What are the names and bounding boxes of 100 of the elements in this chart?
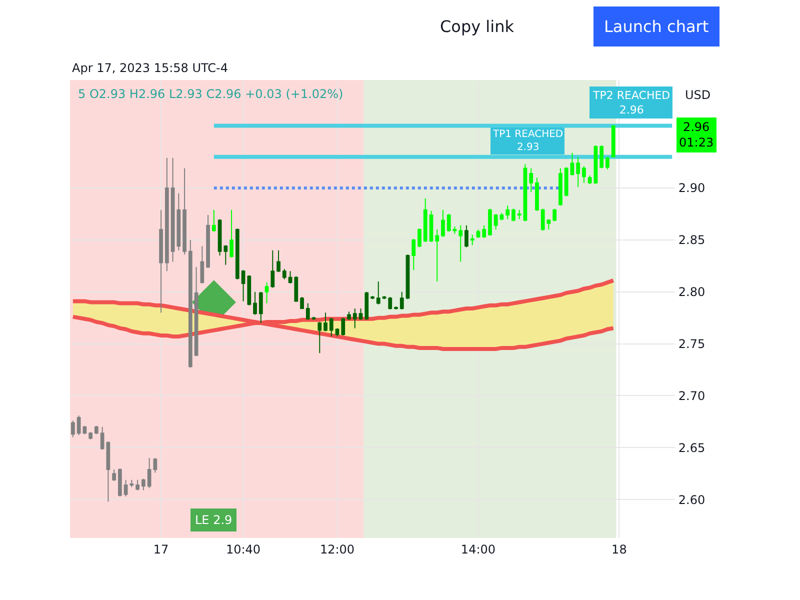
candlestick bbox=[206, 214, 210, 268]
candlestick bbox=[441, 209, 445, 238]
candlestick bbox=[176, 192, 181, 251]
text: USD bbox=[685, 88, 711, 102]
candlestick bbox=[100, 426, 104, 450]
y-tick-label: 2.85 bbox=[678, 233, 706, 248]
candlestick bbox=[300, 296, 304, 309]
candlestick bbox=[458, 224, 463, 262]
candlestick bbox=[594, 144, 598, 184]
annotation: TP1 REACHED 2.93 bbox=[492, 129, 564, 153]
annotation: LE 2.9 bbox=[195, 513, 232, 527]
candlestick bbox=[306, 302, 310, 320]
candlestick bbox=[124, 479, 128, 497]
candlestick bbox=[540, 208, 545, 232]
candlestick bbox=[270, 250, 275, 288]
annotation: TP2 REACHED 2.96 bbox=[592, 89, 670, 116]
candlestick bbox=[412, 238, 416, 271]
candlestick bbox=[558, 168, 562, 206]
candlestick bbox=[452, 226, 457, 234]
y-tick-label: 2.60 bbox=[678, 492, 706, 507]
candlestick bbox=[235, 228, 240, 280]
y-tick-label: 2.65 bbox=[678, 440, 706, 455]
candlestick bbox=[224, 244, 228, 266]
y-tick-label: 2.75 bbox=[678, 336, 706, 351]
candlestick bbox=[429, 210, 434, 243]
candlestick bbox=[611, 125, 616, 158]
y-tick-label: 2.80 bbox=[678, 285, 706, 300]
candlestick bbox=[600, 144, 604, 169]
candlestick bbox=[218, 218, 222, 256]
candlestick bbox=[112, 468, 116, 482]
candlestick bbox=[494, 213, 498, 230]
candlestick bbox=[347, 311, 351, 320]
candlestick bbox=[94, 425, 98, 435]
candlestick bbox=[182, 168, 186, 255]
x-tick-label: 17 bbox=[153, 542, 169, 556]
candlestick bbox=[564, 166, 568, 197]
candlestick bbox=[552, 208, 557, 222]
candlestick bbox=[364, 291, 369, 320]
candlestick bbox=[212, 209, 216, 232]
candlestick bbox=[358, 308, 363, 320]
candlestick bbox=[341, 317, 346, 336]
candlestick bbox=[506, 205, 510, 220]
candlestick bbox=[200, 246, 204, 284]
candlestick bbox=[588, 175, 592, 184]
candlestick bbox=[476, 229, 480, 238]
candlestick bbox=[435, 229, 440, 282]
x-tick-label: 12:00 bbox=[320, 542, 355, 556]
annotation: 5 O2.93 H2.96 L2.93 C2.96 +0.03 (+1.02%) bbox=[78, 87, 344, 101]
candlestick bbox=[464, 224, 468, 248]
candlestick bbox=[106, 440, 110, 502]
candlestick bbox=[276, 250, 280, 273]
candlestick bbox=[258, 291, 263, 324]
candlestick bbox=[394, 306, 398, 310]
candlestick bbox=[523, 164, 528, 222]
x-tick-label: 10:40 bbox=[226, 542, 261, 556]
text: Apr 17, 2023 15:58 UTC-4 bbox=[72, 61, 228, 75]
candlestick bbox=[318, 321, 322, 354]
candlestick bbox=[230, 209, 234, 258]
candlestick bbox=[136, 479, 140, 491]
candlestick bbox=[470, 234, 474, 246]
candlestick bbox=[582, 166, 586, 184]
candlestick bbox=[76, 414, 81, 436]
candlestick bbox=[576, 156, 580, 188]
candlestick bbox=[141, 478, 146, 491]
candlestick bbox=[570, 152, 574, 176]
candlestick bbox=[188, 239, 192, 368]
text: 2.96 01:23 bbox=[679, 120, 714, 150]
candlestick bbox=[159, 209, 163, 314]
candlestick bbox=[488, 208, 492, 236]
candlestick bbox=[194, 266, 198, 357]
candlestick bbox=[535, 177, 539, 212]
candlestick bbox=[164, 157, 169, 272]
candlestick bbox=[388, 296, 392, 310]
candlestick bbox=[264, 282, 269, 304]
candlestick bbox=[241, 270, 246, 302]
candlestick bbox=[153, 458, 158, 474]
candlestick bbox=[130, 479, 134, 488]
candlestick bbox=[418, 228, 422, 248]
candlestick bbox=[400, 291, 404, 310]
candlestick bbox=[324, 312, 328, 332]
candlestick bbox=[71, 420, 75, 438]
candlestick bbox=[118, 468, 122, 497]
candlestick bbox=[294, 276, 298, 302]
x-tick-label: 14:00 bbox=[460, 542, 496, 556]
text: Copy link bbox=[440, 17, 515, 36]
candlestick bbox=[423, 198, 428, 243]
candlestick bbox=[482, 224, 486, 238]
candlestick bbox=[517, 209, 522, 220]
y-tick-label: 2.90 bbox=[678, 181, 706, 196]
y-tick-label: 2.70 bbox=[678, 388, 706, 403]
candlestick bbox=[546, 218, 551, 230]
candlestick bbox=[406, 254, 410, 300]
candlestick bbox=[288, 270, 292, 284]
candlestick bbox=[329, 317, 334, 338]
candlestick bbox=[370, 296, 374, 300]
text: Launch chart bbox=[604, 17, 709, 36]
candlestick bbox=[512, 208, 516, 222]
candlestick bbox=[335, 328, 340, 338]
candlestick bbox=[147, 458, 152, 489]
candlestick bbox=[376, 280, 380, 305]
